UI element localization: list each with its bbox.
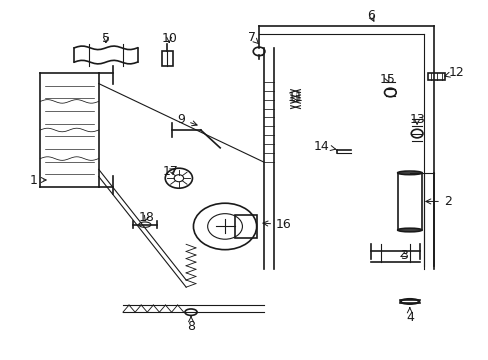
- Text: 10: 10: [161, 32, 177, 45]
- Text: 18: 18: [138, 211, 154, 224]
- Bar: [397, 173, 421, 230]
- Text: 14: 14: [313, 140, 335, 153]
- Text: 13: 13: [408, 113, 424, 126]
- Text: 2: 2: [425, 195, 451, 208]
- Text: 5: 5: [102, 32, 110, 45]
- Bar: [427, 73, 445, 80]
- Text: 17: 17: [163, 165, 179, 177]
- Text: 8: 8: [186, 317, 195, 333]
- Text: 6: 6: [366, 9, 374, 22]
- Text: 12: 12: [444, 66, 464, 79]
- Text: 11: 11: [287, 91, 303, 104]
- Text: 7: 7: [247, 31, 258, 44]
- Text: 9: 9: [177, 113, 197, 126]
- Text: 4: 4: [405, 308, 413, 324]
- Text: 15: 15: [379, 73, 395, 86]
- Bar: [162, 51, 172, 66]
- Text: 16: 16: [263, 218, 291, 231]
- Bar: [234, 215, 256, 238]
- Text: 1: 1: [30, 174, 46, 186]
- Text: 3: 3: [399, 248, 407, 261]
